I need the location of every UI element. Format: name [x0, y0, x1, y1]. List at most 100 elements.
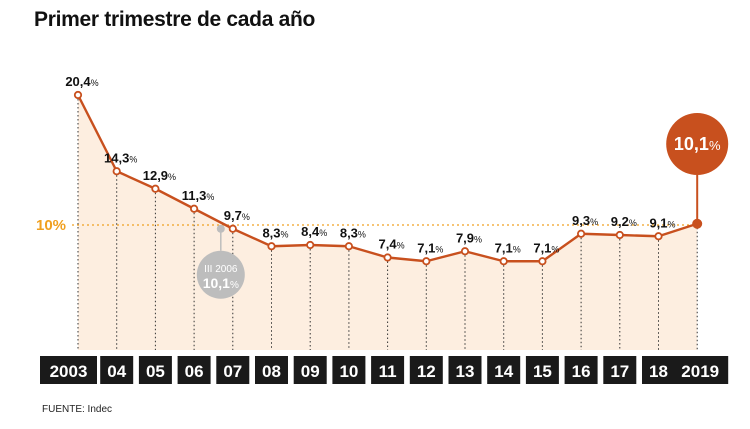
data-label-10-unit: %	[358, 229, 366, 239]
data-label-2003-unit: %	[91, 78, 99, 88]
data-label-08-unit: %	[281, 229, 289, 239]
x-tick-box-10	[332, 356, 366, 384]
x-tick-label-14: 14	[494, 362, 513, 381]
chart-title: Primer trimestre de cada año	[34, 8, 316, 31]
x-tick-box-11	[371, 356, 405, 384]
data-label-2003-value: 20,4	[65, 74, 91, 89]
data-point-04	[112, 167, 121, 176]
data-label-12-value: 7,1	[417, 240, 435, 255]
highlight-2019: 10,1%	[666, 113, 729, 229]
x-tick-box-05	[138, 356, 172, 384]
data-label-13-unit: %	[474, 234, 482, 244]
data-label-18-value: 9,1	[649, 215, 667, 230]
x-tick-box-15	[525, 356, 559, 384]
x-tick-label-18: 18	[649, 362, 668, 381]
data-label-18-unit: %	[668, 219, 676, 229]
data-point-17	[615, 230, 624, 240]
data-label-08: 8,3%	[262, 225, 288, 240]
data-point-2019	[692, 218, 703, 229]
data-label-14: 7,1%	[495, 240, 521, 255]
reference-line-10: 10%	[36, 217, 698, 234]
data-label-15: 7,1%	[533, 240, 559, 255]
x-tick-label-11: 11	[379, 362, 397, 381]
data-label-06-value: 11,3	[182, 188, 207, 203]
data-label-09-value: 8,4	[301, 224, 320, 239]
data-point-10	[344, 242, 353, 251]
x-tick-box-09	[293, 356, 327, 384]
data-point-06	[190, 204, 199, 213]
data-label-04: 14,3%	[104, 150, 137, 165]
data-label-05: 12,9%	[143, 168, 176, 183]
data-label-11: 7,4%	[379, 237, 405, 252]
data-label-15-unit: %	[551, 244, 559, 254]
data-label-16-unit: %	[590, 217, 598, 227]
annotation-title: III 2006	[204, 264, 238, 275]
annotation-anchor	[216, 224, 225, 233]
data-label-13-value: 7,9	[456, 230, 474, 245]
x-axis: 2003 04 05 06 07 08 09 10 11 12 13 14 15 16 17 18 2019	[40, 356, 729, 384]
highlight-value: 10,1%	[674, 134, 721, 154]
x-tick-label-04: 04	[107, 362, 126, 381]
data-label-10: 8,3%	[340, 225, 366, 240]
x-tick-box-08	[255, 356, 288, 384]
data-label-07: 9,7%	[224, 208, 250, 223]
annotation-value: 10,1%	[203, 275, 239, 291]
data-label-18: 9,1%	[649, 215, 675, 230]
x-tick-box-04	[100, 356, 134, 384]
x-tick-box-14	[487, 356, 521, 384]
data-label-2003: 20,4%	[65, 74, 98, 89]
data-label-17-value: 9,2	[611, 214, 629, 229]
x-tick-label-15: 15	[533, 362, 552, 381]
data-label-05-unit: %	[168, 172, 176, 182]
data-label-13: 7,9%	[456, 230, 482, 245]
x-tick-label-05: 05	[146, 362, 165, 381]
data-point-14	[499, 257, 508, 266]
reference-label: 10%	[36, 217, 66, 234]
x-tick-label-07: 07	[223, 362, 242, 381]
x-tick-label-2019: 2019	[681, 362, 719, 381]
data-point-2003	[73, 90, 83, 100]
source-note: FUENTE: Indec	[42, 404, 113, 415]
x-tick-box-06	[177, 356, 211, 384]
data-label-16-value: 9,3	[572, 213, 590, 228]
x-tick-label-13: 13	[456, 362, 475, 381]
highlight-value-unit: %	[709, 138, 721, 153]
data-point-12	[422, 257, 431, 266]
x-tick-box-2019	[672, 356, 729, 384]
data-point-11	[383, 253, 392, 262]
data-label-11-unit: %	[397, 241, 405, 251]
x-tick-label-09: 09	[301, 362, 320, 381]
annotation-value-value: 10,1	[203, 275, 230, 291]
data-labels: 20,4%14,3%12,9%11,3%9,7%8,3% 8,4% 8,3%7,4%…	[65, 74, 675, 255]
data-label-14-value: 7,1	[495, 240, 513, 255]
x-tick-box-17	[603, 356, 637, 384]
annotation-value-unit: %	[230, 280, 239, 291]
data-label-12: 7,1%	[417, 240, 443, 255]
data-point-05	[151, 184, 160, 193]
data-points	[73, 90, 663, 266]
data-point-16	[576, 229, 586, 238]
x-tick-label-10: 10	[339, 362, 358, 381]
data-label-04-unit: %	[129, 154, 137, 164]
data-label-07-unit: %	[242, 212, 250, 222]
x-tick-label-08: 08	[262, 362, 281, 381]
x-tick-box-12	[409, 356, 443, 384]
x-tick-label-16: 16	[572, 362, 591, 381]
data-label-09: 8,4%	[301, 224, 327, 239]
x-tick-box-07	[216, 356, 250, 384]
area-fill	[78, 95, 698, 350]
x-tick-label-2003: 2003	[50, 362, 88, 381]
data-label-06: 11,3%	[182, 188, 215, 203]
x-tick-label-12: 12	[417, 362, 436, 381]
data-label-11-value: 7,4	[379, 237, 398, 252]
data-label-04-value: 14,3	[104, 150, 129, 165]
highlight-bubble	[666, 113, 729, 175]
data-label-15-value: 7,1	[533, 240, 551, 255]
data-point-08	[267, 242, 276, 251]
data-label-09-unit: %	[319, 228, 327, 238]
data-label-17-unit: %	[629, 218, 637, 228]
data-point-15	[538, 257, 547, 266]
x-tick-box-16	[564, 356, 598, 384]
data-label-08-value: 8,3	[262, 225, 280, 240]
